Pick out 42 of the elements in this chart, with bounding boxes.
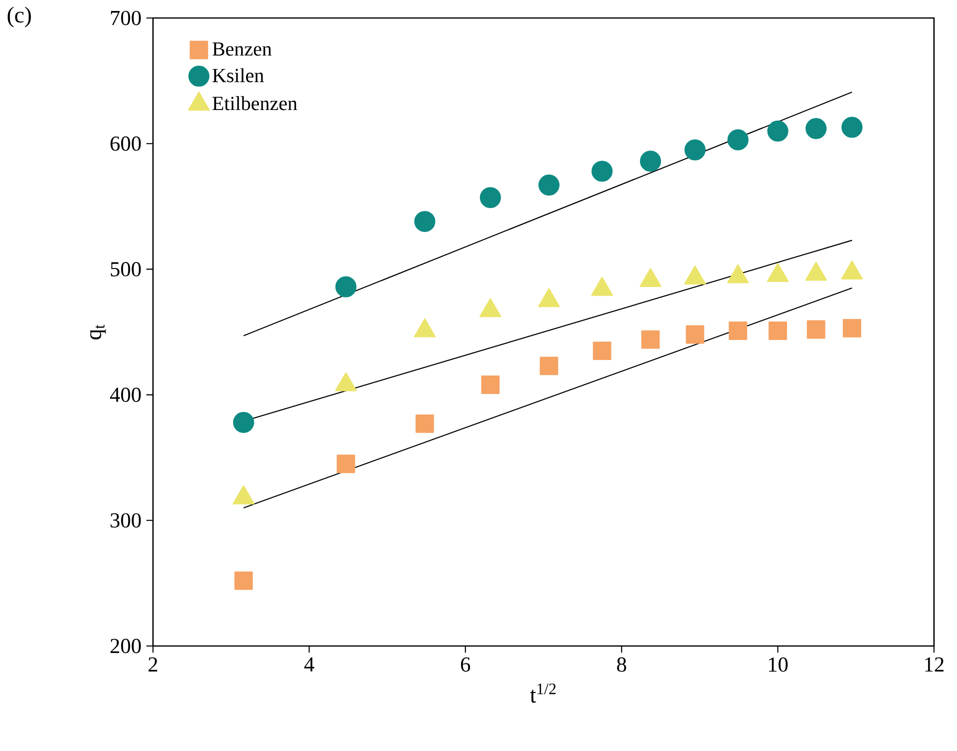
y-tick-label: 400 <box>110 388 141 402</box>
point <box>767 120 788 142</box>
point <box>480 187 501 208</box>
x-axis-title: t$^{1/2}$ <box>530 684 556 703</box>
point <box>233 412 254 433</box>
legend-label: Benzen <box>212 42 272 56</box>
point <box>481 376 500 394</box>
y-tick-label: 200 <box>110 638 141 654</box>
y-tick-label: 500 <box>110 262 141 276</box>
point <box>234 571 253 590</box>
point <box>728 322 748 340</box>
point <box>686 325 704 344</box>
point <box>641 330 660 349</box>
point <box>335 276 356 298</box>
point <box>768 322 788 340</box>
point <box>336 454 356 474</box>
point <box>540 356 558 376</box>
point <box>727 129 749 150</box>
x-tick-label: 10 <box>769 657 788 672</box>
point <box>538 174 560 196</box>
text: (c) <box>8 6 31 28</box>
point <box>806 118 827 140</box>
y-axis-title: q$_{t}$ <box>90 324 106 340</box>
point <box>414 210 436 232</box>
y-tick-label: 700 <box>111 10 141 26</box>
y-tick-label: 600 <box>110 136 141 151</box>
x-tick-label: 2 <box>148 657 158 672</box>
point <box>684 139 706 160</box>
y-tick-label: 300 <box>110 513 141 528</box>
x-tick-label: 4 <box>304 657 314 672</box>
point <box>416 414 434 433</box>
point <box>592 160 613 182</box>
point <box>806 320 826 339</box>
point <box>640 150 662 172</box>
point <box>841 116 863 138</box>
x-tick-label: 6 <box>460 657 470 672</box>
x-tick-label: 12 <box>925 657 944 672</box>
x-tick-label: 8 <box>617 657 626 672</box>
legend-label: Ksilen <box>212 68 264 82</box>
legend-label: Etilbenzen <box>212 96 298 110</box>
point <box>842 319 862 338</box>
point <box>592 342 612 360</box>
